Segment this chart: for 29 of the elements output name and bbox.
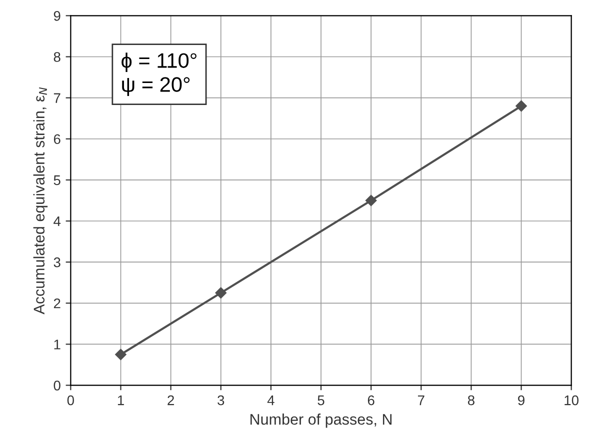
y-tick-label: 4 (54, 216, 61, 226)
x-tick-label: 6 (368, 395, 374, 406)
y-tick-label: 0 (54, 380, 60, 390)
y-tick-label: 6 (54, 134, 60, 144)
y-tick-label: 8 (54, 52, 60, 62)
point (115, 348, 126, 360)
x-tick-label: 3 (218, 395, 224, 406)
y-tick-label: 3 (54, 257, 60, 268)
y-tick-label: 1 (54, 340, 60, 350)
y-axis-title: Accumulated equivalent strain, ε$_{N}$ (33, 87, 48, 314)
y-tick-label: 9 (54, 11, 60, 21)
x-tick-label: 9 (518, 395, 524, 406)
x-tick-label: 10 (564, 395, 579, 406)
x-tick-label: 1 (118, 396, 124, 406)
y-tick-label: 5 (54, 175, 60, 186)
x-tick-label: 2 (168, 395, 174, 406)
point (516, 100, 527, 112)
x-tick-label: 5 (318, 396, 324, 406)
annotation: ϕ = 110° (122, 52, 196, 72)
x-tick-label: 0 (67, 395, 74, 406)
x-tick-label: 4 (267, 396, 274, 406)
annotation: ψ = 20° (122, 77, 190, 96)
y-tick-label: 7 (54, 93, 60, 103)
x-tick-label: 8 (468, 395, 474, 406)
point (215, 287, 226, 298)
x-axis-title: Number of passes, N (250, 414, 392, 428)
x-tick-label: 7 (418, 396, 424, 406)
y-tick-label: 2 (54, 298, 60, 308)
point (365, 194, 377, 206)
